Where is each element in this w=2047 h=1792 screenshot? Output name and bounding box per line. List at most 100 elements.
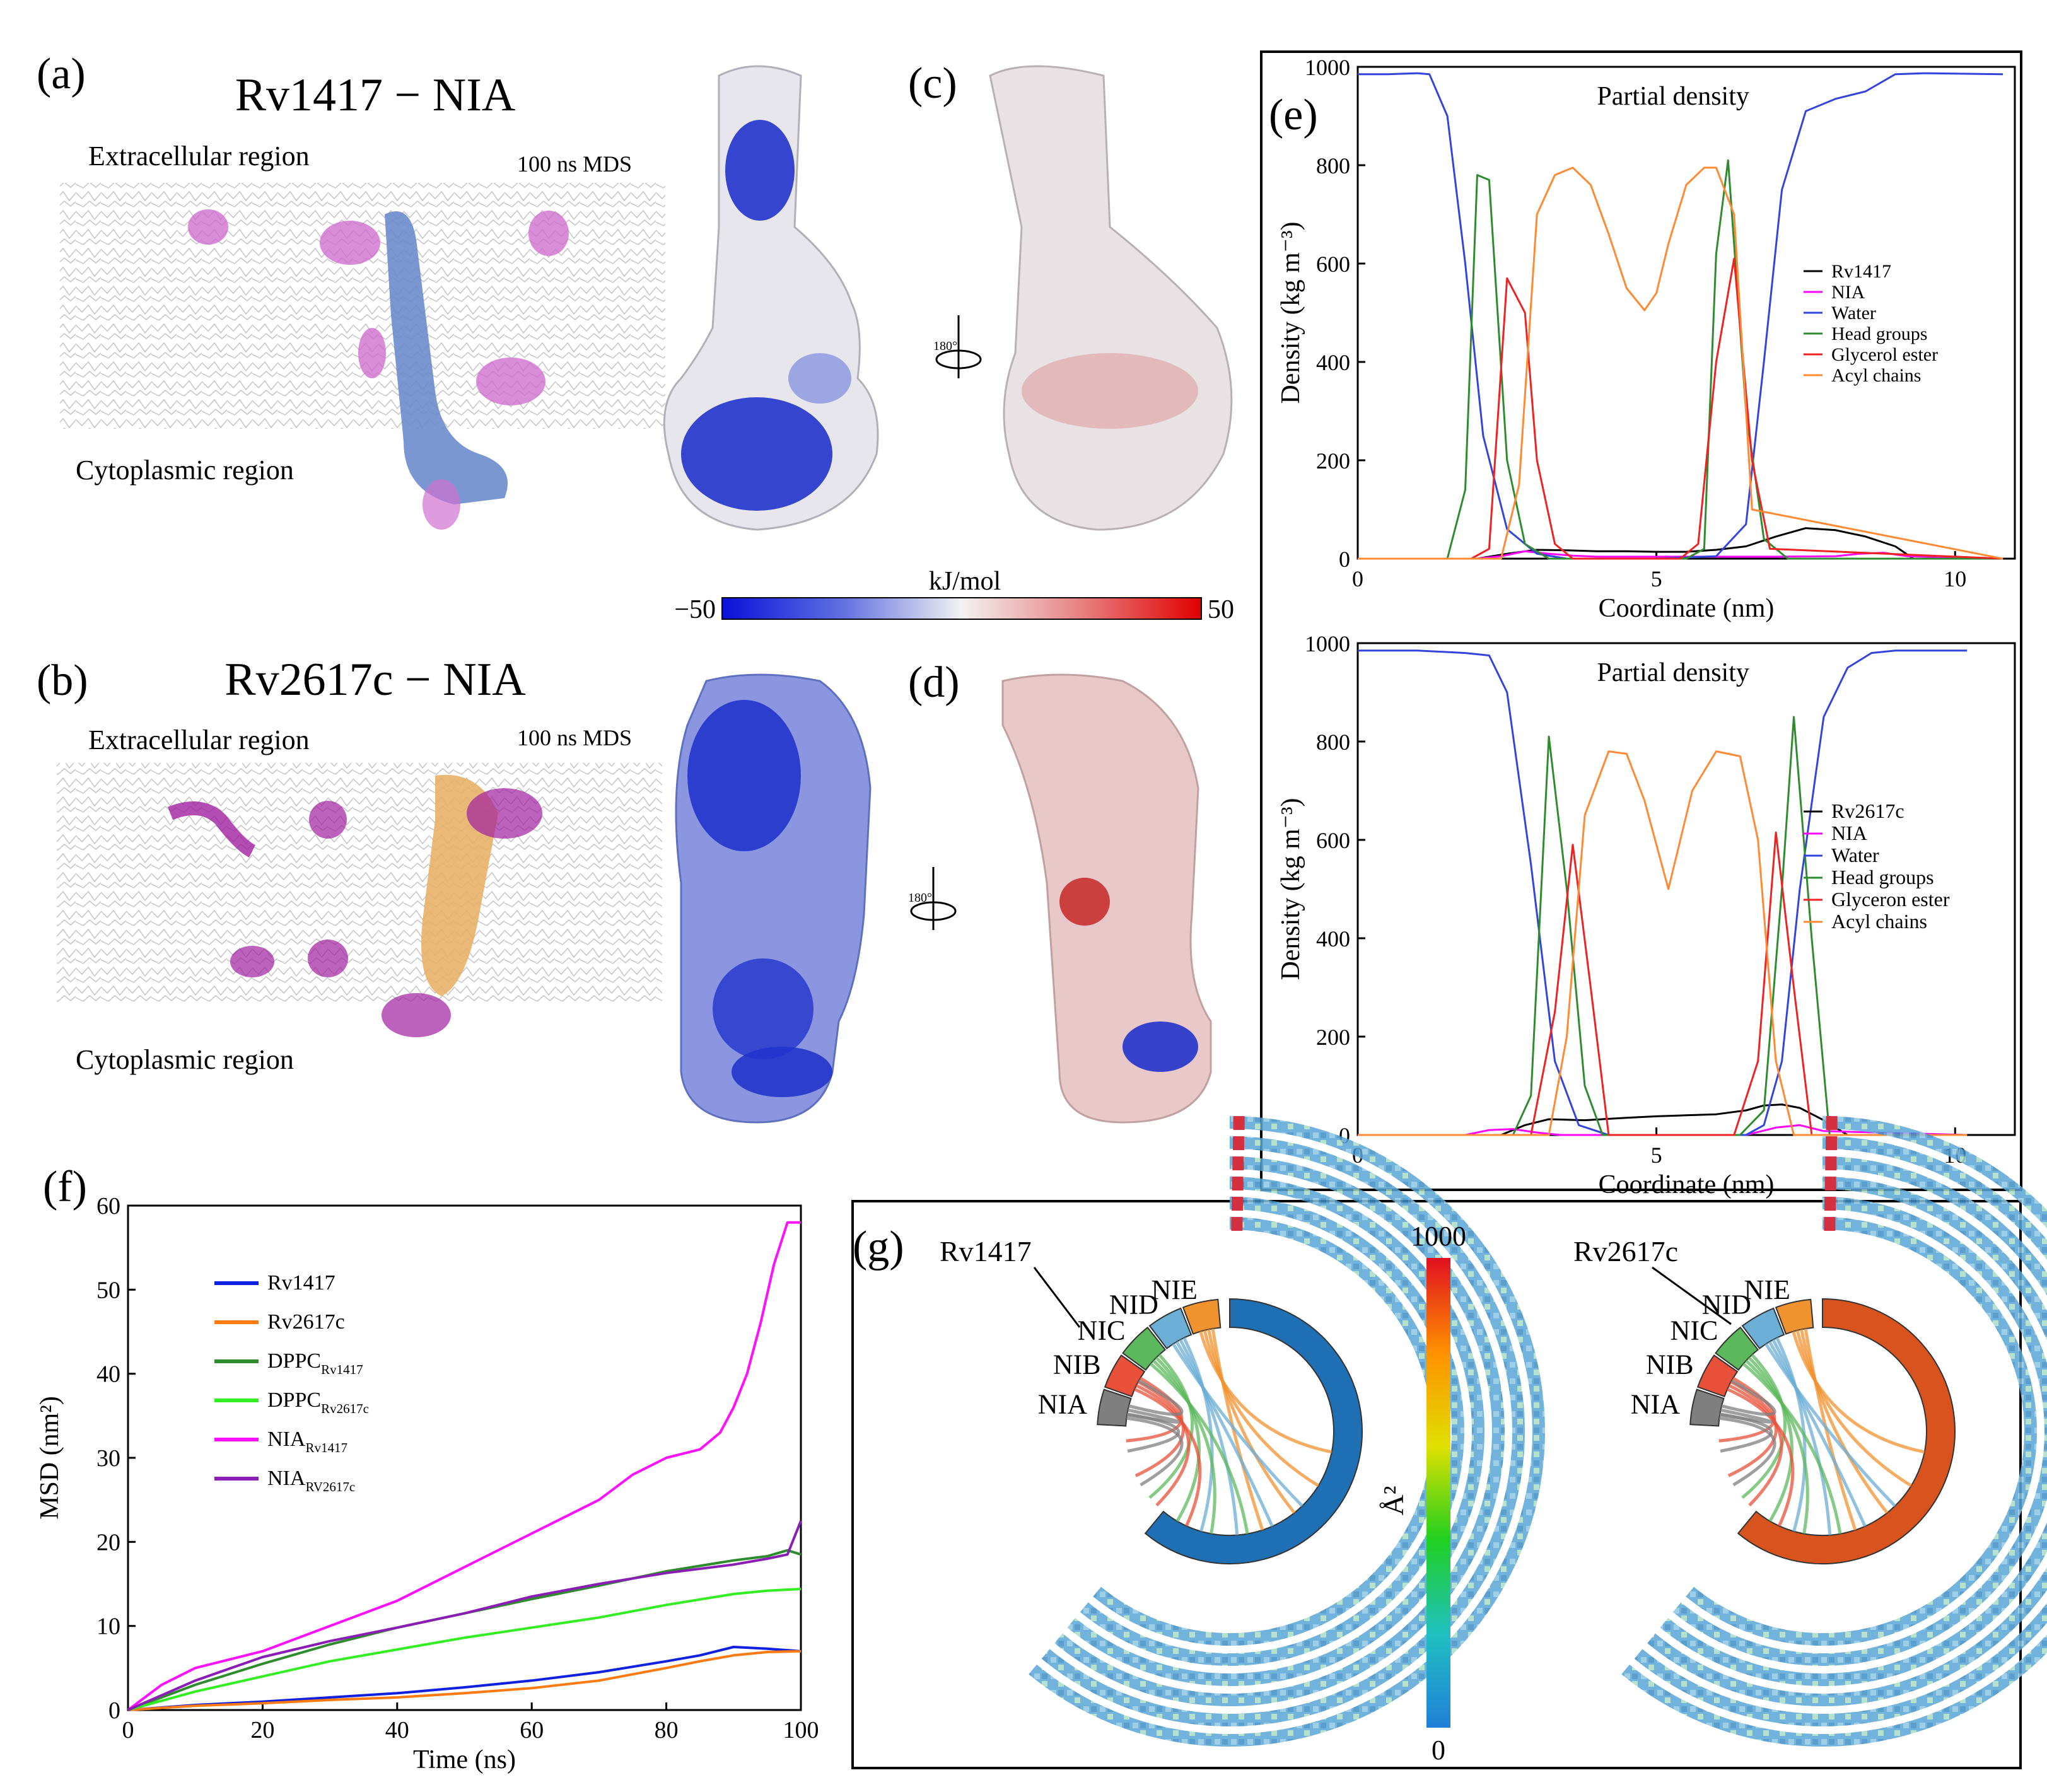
area-colorbar-max: 1000 [1411,1221,1466,1252]
y-tick-label: 600 [1316,252,1350,277]
segment-label: NIE [1152,1274,1198,1305]
series-line-5 [127,1520,802,1711]
legend-label: Rv2617c [267,1310,345,1334]
rotation-label: 180° [933,339,957,353]
rv1417-surface-back [989,65,1233,531]
heatmap-hot-cell [1232,1177,1244,1191]
chord [1727,1380,1778,1477]
heatmap-hot-cell [1232,1197,1244,1211]
nia-ligand [382,993,451,1037]
legend-label: Rv1417 [267,1271,335,1295]
heatmap-hot-cell [1233,1116,1245,1131]
segment-arc [1715,1326,1759,1371]
inner-ring [1737,1298,1956,1564]
chord [1764,1343,1896,1508]
surface-patch [788,353,851,404]
surface-patch [732,1047,832,1097]
surface-patch [681,397,832,511]
nia-ligand [476,358,545,405]
panel-e-letter: (e) [1269,91,1318,139]
legend-subscript: Rv1417 [305,1440,347,1455]
x-tick-label: 5 [1651,566,1662,591]
x-tick-label: 5 [1651,1143,1662,1168]
y-tick-label: 1000 [1305,631,1350,656]
chord [1800,1329,1889,1514]
panel-e-frame [1260,50,2022,1191]
chord [1742,1362,1842,1535]
x-axis-label: Time (ns) [413,1745,516,1774]
panel-d: (d) 180° [675,658,1212,1124]
panel-b-title: Rv2617c − NIA [225,654,525,706]
x-tick-label: 10 [1944,566,1966,591]
segment-label: NIA [1631,1388,1680,1419]
chord [1728,1384,1783,1507]
series-line-3 [127,1588,802,1711]
segment-label: NID [1109,1289,1158,1320]
panel-b-membrane [57,763,662,1003]
chord [1741,1353,1787,1499]
heatmap-hot-cell [1824,1177,1836,1191]
legend-subscript: RV2617c [305,1479,355,1494]
surface-patch [1059,878,1110,926]
nia-ligand [358,328,386,378]
legend-subscript: Rv1417 [321,1362,363,1377]
nia-ligand [423,479,460,530]
colorbar-kj: kJ/mol −50 50 [674,567,1234,624]
legend-label: Head groups [1831,866,1934,888]
chord [1134,1380,1185,1477]
surface-patch [1123,1021,1198,1072]
y-axis-label: Density (kg m⁻³) [1276,798,1305,980]
heatmap-hot-cell [1824,1217,1836,1231]
panel-a-membrane [60,183,665,429]
legend-label: DPPCRv2617c [267,1388,369,1416]
series-line-2 [1358,72,2003,560]
area-colorbar-unit: Å² [1377,1486,1409,1515]
segment-arc [1148,1307,1193,1349]
chord [1179,1339,1239,1535]
surface-patch [713,958,814,1059]
circos-right-title: Rv2617c [1573,1235,1678,1267]
chord [1747,1356,1793,1522]
panel-b: (b) Rv2617c − NIA Extracellular region 1… [37,654,662,1075]
nia-ligand [528,211,569,256]
y-tick-label: 200 [1316,448,1350,474]
chord [1175,1341,1274,1527]
nia-ligand [309,801,347,839]
legend-label: Acyl chains [1831,365,1921,386]
legend-label: NIA [1831,822,1867,844]
heatmap-band [1621,1116,2047,1747]
legend-label: NIARv1417 [267,1428,347,1455]
rotation-label: 180° [908,891,932,905]
heatmap-hot-cell [1826,1116,1838,1131]
x-tick-label: 40 [385,1717,409,1743]
chord [1135,1384,1191,1507]
legend-label: Rv1417 [1831,261,1891,282]
y-axis-label: MSD (nm²) [35,1396,64,1520]
heatmap-hot-cell [1825,1156,1837,1171]
heatmap-band [1093,1217,1444,1646]
y-axis-label: Density (kg m⁻³) [1276,221,1305,404]
y-tick-label: 400 [1316,350,1350,375]
segment-arc [1104,1354,1146,1398]
segment-arc [1182,1298,1222,1335]
y-tick-label: 800 [1316,153,1350,178]
legend-subscript: Rv2617c [321,1401,369,1416]
colorbar-kj-gradient [721,597,1202,620]
y-tick-label: 0 [1339,547,1350,572]
chord [1719,1416,1776,1487]
segment-arc [1696,1354,1739,1398]
nia-ligand [230,946,274,977]
plot-frame [1356,66,2016,560]
segment-arc [1775,1298,1814,1335]
series-line-1 [127,1649,802,1711]
y-tick-label: 30 [96,1445,120,1472]
panel-b-extracellular-label: Extracellular region [88,724,310,755]
y-tick-label: 1000 [1305,55,1350,80]
chord [1795,1330,1912,1487]
inner-ring [1144,1298,1363,1564]
panel-a-extracellular-label: Extracellular region [88,141,310,172]
chord [1155,1356,1201,1522]
chord [1768,1341,1867,1527]
panel-c: (c) 180° [663,59,1233,531]
